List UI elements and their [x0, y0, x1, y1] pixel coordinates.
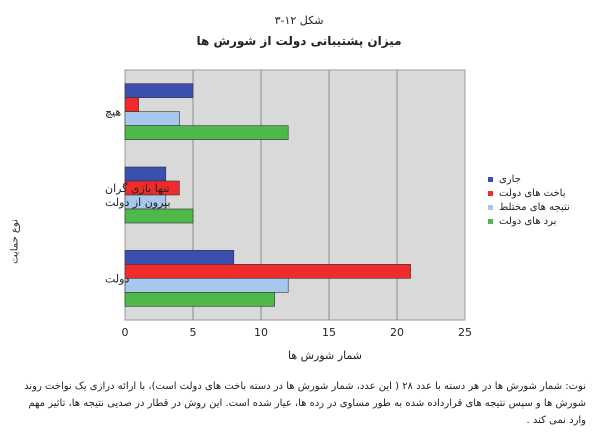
category-label: دولت — [105, 272, 129, 285]
x-tick-label: 15 — [322, 326, 336, 339]
legend-swatch — [488, 204, 493, 210]
bar — [124, 111, 180, 126]
bar — [124, 264, 411, 279]
bar — [124, 97, 139, 112]
x-axis-label: شمار شورش ها — [287, 349, 363, 362]
category-label: بیرون از دولت — [105, 196, 171, 209]
legend: جاری باخت های دولت نتیجه های مختلط برد های … — [488, 172, 570, 228]
bar — [124, 83, 194, 98]
x-tick-label: 10 — [254, 326, 268, 339]
x-tick-label: 20 — [390, 326, 404, 339]
x-tick-labels: 0 5 10 15 20 25 — [122, 326, 473, 339]
legend-label: نتیجه های مختلط — [499, 201, 570, 213]
legend-item: جاری — [488, 172, 570, 186]
bar — [124, 208, 194, 224]
legend-swatch — [488, 190, 493, 196]
legend-label: باخت های دولت — [499, 187, 566, 199]
category-label: هیچ — [105, 106, 121, 119]
legend-item: نتیجه های مختلط — [488, 200, 570, 214]
x-tick-label: 0 — [122, 326, 129, 339]
y-axis-label: نوع حمایت — [9, 219, 21, 264]
legend-swatch — [488, 218, 493, 224]
bar — [124, 125, 289, 140]
bars — [124, 83, 411, 307]
footnote: نوت: شمار شورش ها در هر دسته با عدد ۲۸ (… — [24, 381, 586, 426]
bar — [124, 278, 289, 293]
bar — [124, 166, 167, 182]
legend-label: جاری — [499, 173, 521, 185]
legend-item: برد های دولت — [488, 214, 570, 228]
x-tick-label: 5 — [190, 326, 197, 339]
x-tick-label: 25 — [458, 326, 472, 339]
bar — [124, 250, 235, 265]
category-label: تنها بازی گران — [105, 182, 170, 195]
bar — [124, 292, 275, 307]
legend-label: برد های دولت — [499, 215, 557, 227]
figure-label: شکل ۱۲-۳ — [274, 14, 324, 27]
legend-item: باخت های دولت — [488, 186, 570, 200]
legend-swatch — [488, 176, 493, 182]
chart-title: میزان پشتیبانی دولت از شورش ها — [196, 34, 402, 48]
